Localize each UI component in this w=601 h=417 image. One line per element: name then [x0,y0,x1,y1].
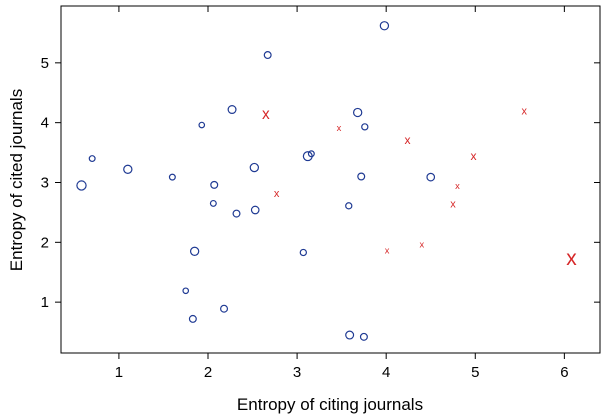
data-point-x: x [522,105,528,117]
x-tick-label: 5 [471,364,479,381]
data-point-circle [299,248,307,257]
data-point-x: x [450,199,456,211]
data-point-circle [249,162,260,173]
data-point-circle [352,107,363,118]
data-point-x: x [405,133,411,147]
data-point-x: x [455,181,460,191]
y-tick-label: 1 [41,294,49,311]
data-point-x: x [419,240,424,250]
data-point-circle [345,330,355,340]
y-tick-label: 5 [41,55,49,72]
data-point-circle [209,199,217,207]
x-tick-label: 3 [293,364,301,381]
y-tick-label: 4 [41,115,49,132]
data-point-circle [182,287,190,295]
data-point-circle [357,172,366,181]
data-point-x: x [337,123,342,133]
data-point-circle [232,209,241,218]
data-point-circle [263,51,272,60]
data-point-circle [210,180,219,189]
axis-ticks: 1 2 3 4 5 6 1 2 3 4 5 [41,6,600,381]
data-point-circle [188,314,197,323]
data-point-circle [220,304,229,313]
data-point-circle [123,164,133,175]
data-point-x: x [566,247,577,270]
data-point-circle [250,205,260,215]
x-axis-label: Entropy of citing journals [237,395,423,414]
data-point-circle [307,150,315,158]
x-tick-label: 2 [204,364,212,381]
data-point-circle [379,21,390,31]
plot-frame [60,5,601,354]
x-tick-label: 4 [382,364,390,381]
data-point-circle [189,246,200,256]
data-point-circle [426,172,436,182]
data-point-circle [88,155,96,163]
data-point-x: x [274,188,280,200]
data-point-x: x [262,106,270,123]
data-point-circle [361,123,369,131]
data-point-circle [76,180,87,191]
x-tick-label: 1 [115,364,123,381]
y-axis-label: Entropy of cited journals [7,89,26,271]
data-point-circle [168,173,176,181]
data-point-x: x [385,246,390,256]
data-point-circle [359,332,368,341]
x-tick-label: 6 [560,364,568,381]
data-point-circle [227,104,237,115]
data-point-circle [198,121,206,129]
y-tick-label: 3 [41,174,49,191]
data-point-circle [345,202,353,210]
data-point-x: x [470,149,476,163]
y-tick-label: 2 [41,234,49,251]
